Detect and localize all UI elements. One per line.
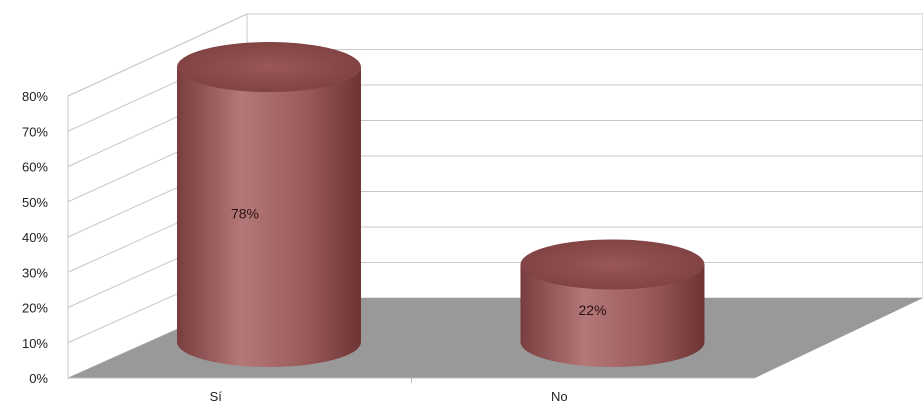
x-axis: Sí No bbox=[210, 389, 568, 404]
y-tick-label: 30% bbox=[22, 265, 48, 280]
y-tick-label: 0% bbox=[29, 371, 48, 386]
gridline bbox=[67, 13, 923, 97]
y-tick-label: 70% bbox=[22, 124, 48, 139]
bar-body bbox=[176, 67, 361, 368]
data-label: 22% bbox=[578, 302, 606, 318]
y-tick-label: 20% bbox=[22, 301, 48, 316]
y-axis: 0% 10% 20% 30% 40% 50% 60% 70% 80% bbox=[22, 89, 48, 386]
bars: 78% 22% bbox=[176, 42, 705, 368]
x-tick-label: Sí bbox=[210, 389, 223, 404]
bar-body bbox=[520, 264, 705, 367]
x-tick-label: No bbox=[551, 389, 568, 404]
y-tick-label: 10% bbox=[22, 336, 48, 351]
data-label: 78% bbox=[231, 205, 259, 221]
bar-no: 22% bbox=[520, 239, 705, 367]
y-tick-label: 50% bbox=[22, 195, 48, 210]
y-tick-label: 80% bbox=[22, 89, 48, 104]
y-tick-label: 40% bbox=[22, 230, 48, 245]
bar-top bbox=[176, 42, 361, 93]
y-tick-label: 60% bbox=[22, 160, 48, 175]
bar-si: 78% bbox=[176, 42, 361, 368]
bar-top bbox=[520, 239, 705, 290]
